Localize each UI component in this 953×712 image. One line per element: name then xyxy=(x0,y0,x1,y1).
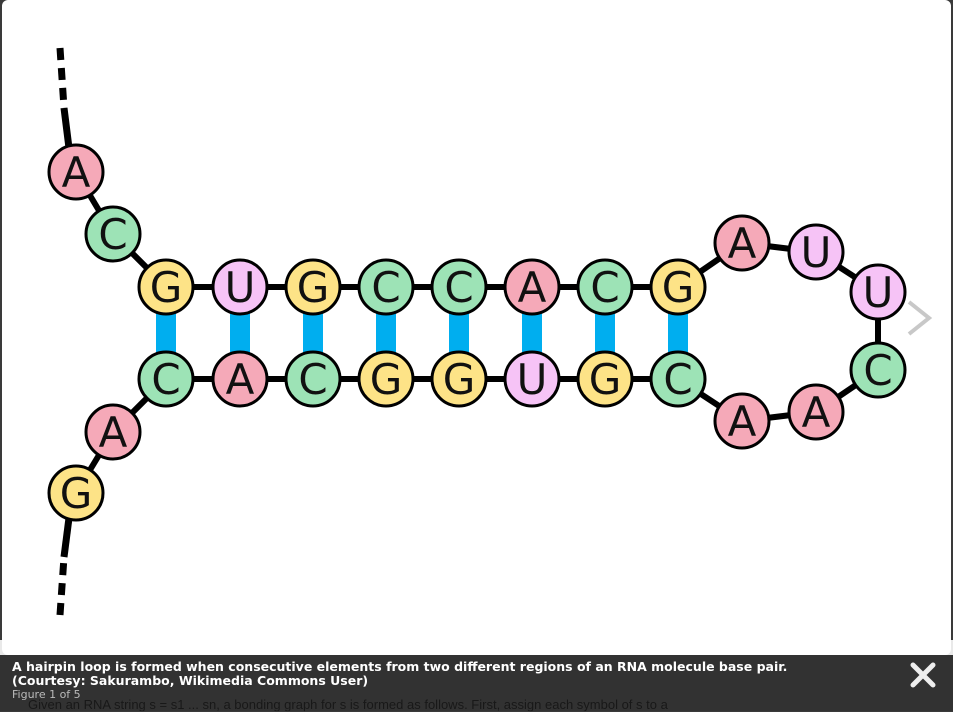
nucleotide-label: A xyxy=(802,388,831,437)
nucleotide-label: A xyxy=(518,263,547,312)
nucleotide xyxy=(576,258,634,316)
nucleotide-label: G xyxy=(370,355,403,404)
base-pair-bond xyxy=(376,313,396,353)
figure-counter: Figure 1 of 5 xyxy=(12,688,81,701)
nucleotide xyxy=(430,258,488,316)
nucleotide-label: A xyxy=(99,408,128,457)
nucleotide xyxy=(849,263,907,321)
nucleotide-label: U xyxy=(801,228,832,277)
base-pair-bond xyxy=(668,313,688,353)
nucleotide xyxy=(713,214,771,272)
caption: A hairpin loop is formed when consecutiv… xyxy=(12,660,787,688)
nucleotide-label: C xyxy=(298,355,327,404)
nucleotide xyxy=(787,383,845,441)
nucleotide-label: C xyxy=(98,210,127,259)
nucleotide-label: G xyxy=(150,263,183,312)
close-button[interactable] xyxy=(906,658,940,692)
nucleotide xyxy=(357,350,415,408)
nucleotide xyxy=(84,205,142,263)
nucleotide-label: C xyxy=(590,263,619,312)
nucleotide xyxy=(503,258,561,316)
nucleotide xyxy=(137,258,195,316)
nucleotide-label: A xyxy=(728,397,757,446)
base-pair-bond xyxy=(595,313,615,353)
base-pair-bond xyxy=(303,313,323,353)
nucleotide xyxy=(137,350,195,408)
strand-end xyxy=(60,107,73,149)
base-pair-bond xyxy=(522,313,542,353)
nucleotide-label: A xyxy=(226,355,255,404)
base-pair-bond xyxy=(230,313,250,353)
nucleotide xyxy=(503,350,561,408)
nucleotide-label: A xyxy=(728,219,757,268)
nucleotide-label: G xyxy=(443,355,476,404)
nucleotide xyxy=(430,350,488,408)
nucleotide-label: U xyxy=(863,268,894,317)
nucleotide xyxy=(47,464,105,522)
nucleotide xyxy=(576,350,634,408)
nucleotide-label: G xyxy=(662,263,695,312)
base-pair-bond xyxy=(156,313,176,353)
nucleotide xyxy=(357,258,415,316)
nucleotide-label: G xyxy=(297,263,330,312)
nucleotide-label: U xyxy=(517,355,548,404)
nucleotide xyxy=(47,143,105,201)
base-pair-bond xyxy=(449,313,469,353)
overlay-bar xyxy=(0,655,953,711)
next-arrow[interactable] xyxy=(907,300,933,336)
nucleotide-label: C xyxy=(444,263,473,312)
nucleotide-label: C xyxy=(151,355,180,404)
nucleotide xyxy=(211,258,269,316)
nucleotide-label: C xyxy=(371,263,400,312)
caption-credit: (Courtesy: Sakurambo, Wikimedia Commons … xyxy=(12,673,369,688)
nucleotide-label: G xyxy=(60,469,93,518)
strand-end xyxy=(60,517,73,558)
nucleotide-label: U xyxy=(225,263,256,312)
nucleotide xyxy=(713,392,771,450)
nucleotide xyxy=(211,350,269,408)
nucleotide-label: C xyxy=(663,355,692,404)
nucleotide-label: A xyxy=(62,148,91,197)
nucleotide xyxy=(849,341,907,399)
nucleotide xyxy=(787,223,845,281)
nucleotide xyxy=(284,350,342,408)
nucleotide xyxy=(649,350,707,408)
nucleotide xyxy=(284,258,342,316)
strand-end xyxy=(56,556,68,616)
nucleotide xyxy=(84,403,142,461)
nucleotide-label: G xyxy=(589,355,622,404)
strand-end xyxy=(56,47,68,109)
caption-line: A hairpin loop is formed when consecutiv… xyxy=(12,659,788,674)
nucleotide-label: C xyxy=(863,346,892,395)
nucleotide xyxy=(649,258,707,316)
